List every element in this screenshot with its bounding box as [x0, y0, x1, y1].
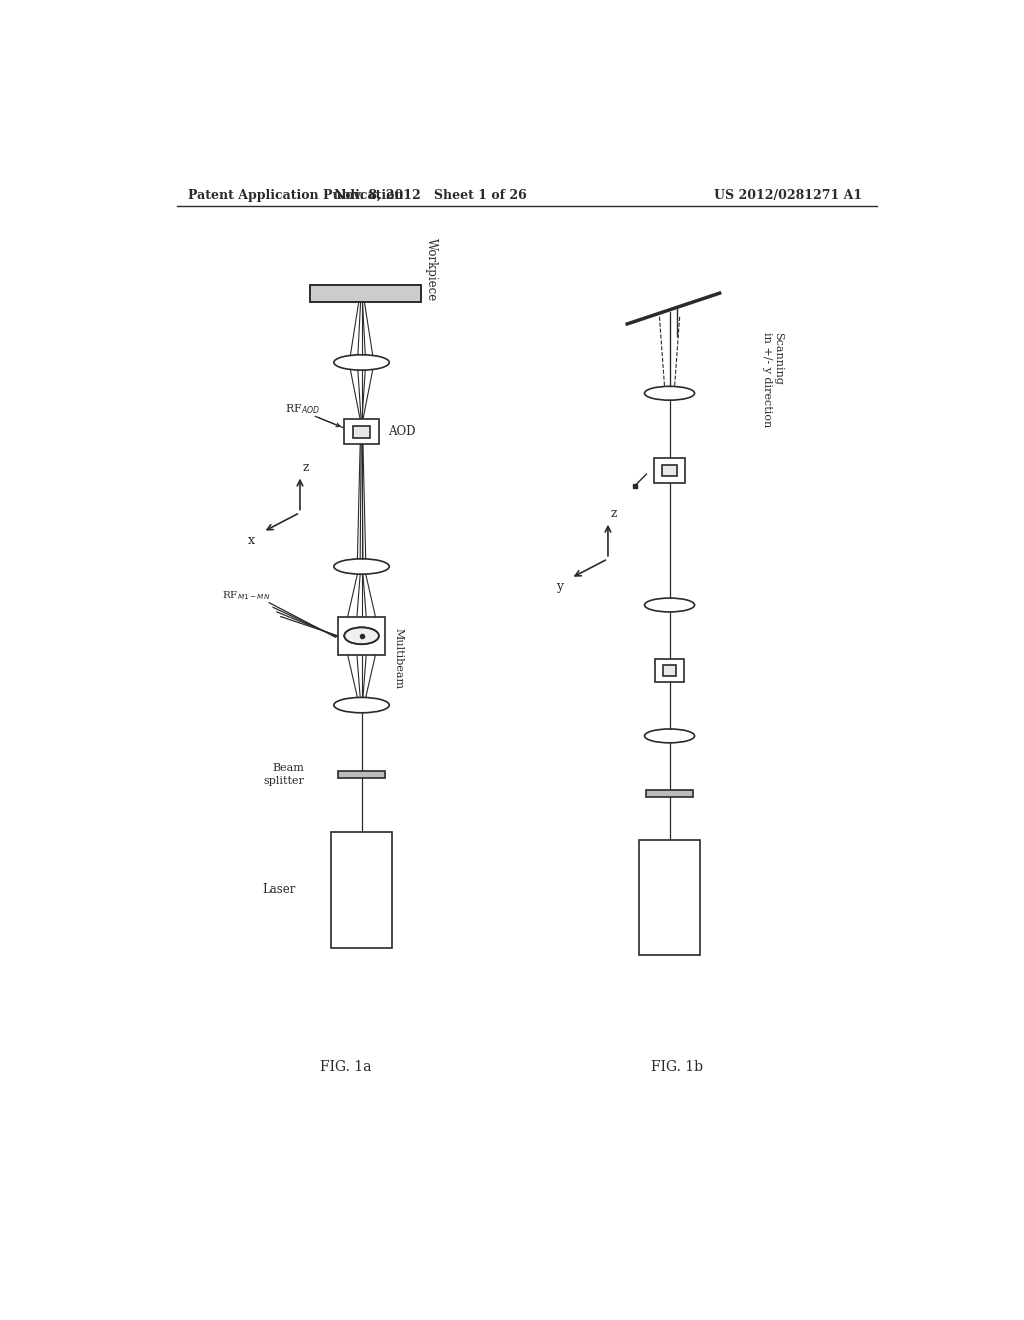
- Text: z: z: [611, 507, 617, 520]
- Text: Beam: Beam: [272, 763, 304, 774]
- Bar: [663, 665, 677, 676]
- Text: splitter: splitter: [263, 776, 304, 785]
- Text: RF$_{M1-MN}$: RF$_{M1-MN}$: [222, 589, 270, 602]
- Text: US 2012/0281271 A1: US 2012/0281271 A1: [714, 189, 862, 202]
- Text: AOD: AOD: [388, 425, 416, 438]
- Text: Scanning
in +/- y direction: Scanning in +/- y direction: [762, 331, 783, 426]
- Text: z: z: [303, 461, 309, 474]
- Text: FIG. 1a: FIG. 1a: [321, 1060, 372, 1074]
- Bar: [309, 285, 421, 302]
- Text: RF$_{AOD}$: RF$_{AOD}$: [285, 401, 319, 416]
- Text: Workpiece: Workpiece: [425, 239, 437, 302]
- Bar: [662, 465, 677, 475]
- Text: Laser: Laser: [263, 883, 296, 896]
- Bar: [646, 791, 692, 797]
- Bar: [344, 420, 379, 444]
- Text: x: x: [248, 535, 255, 548]
- Ellipse shape: [344, 627, 379, 644]
- Text: Patent Application Publication: Patent Application Publication: [188, 189, 403, 202]
- Bar: [639, 840, 700, 956]
- Bar: [331, 832, 392, 948]
- Bar: [309, 285, 421, 302]
- Bar: [338, 771, 385, 777]
- Bar: [353, 426, 370, 437]
- Text: FIG. 1b: FIG. 1b: [651, 1060, 703, 1074]
- Bar: [654, 458, 685, 483]
- Text: Nov. 8, 2012   Sheet 1 of 26: Nov. 8, 2012 Sheet 1 of 26: [335, 189, 527, 202]
- Bar: [338, 616, 385, 655]
- Text: y: y: [556, 581, 563, 594]
- Text: Multibeam: Multibeam: [394, 628, 403, 689]
- Bar: [655, 659, 684, 682]
